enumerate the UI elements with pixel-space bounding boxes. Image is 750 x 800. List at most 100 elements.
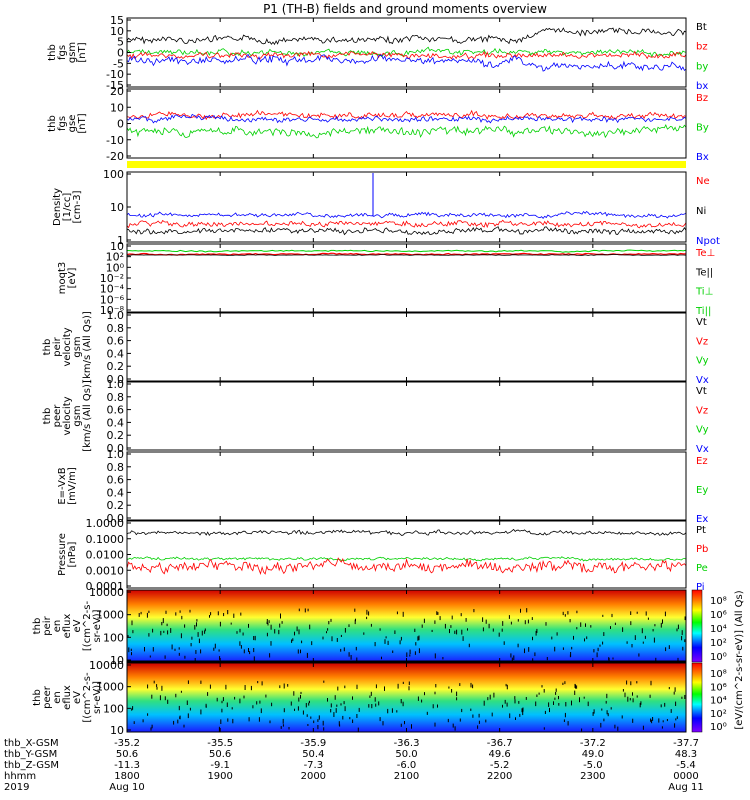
line-green [126, 124, 687, 139]
noise-dot [148, 633, 150, 637]
noise-dot [366, 609, 368, 615]
y-axis-label: eflux [62, 685, 73, 710]
noise-dot [617, 726, 619, 731]
legend-item: Pb [696, 544, 708, 555]
noise-dot [564, 614, 566, 617]
noise-dot [511, 657, 513, 662]
line-black [126, 226, 687, 236]
panel-9: 10000 1000 100 10 thb peer en eflux eV [(cm^2-s-s… [32, 659, 687, 737]
noise-dot [681, 696, 683, 699]
noise-dot [190, 643, 192, 647]
noise-dot [189, 609, 191, 613]
noise-dot [333, 712, 335, 717]
legend-item: Vz [696, 405, 708, 416]
noise-dot [354, 619, 356, 625]
noise-dot [194, 625, 196, 630]
noise-dot [385, 636, 387, 639]
line-red [126, 219, 687, 229]
noise-dot [391, 708, 393, 713]
noise-dot [640, 701, 642, 705]
y-tick-label: -15 [106, 79, 124, 92]
noise-dot [402, 701, 404, 707]
noise-dot [622, 689, 624, 692]
noise-dot [205, 705, 207, 708]
y-axis-label: velocity [62, 327, 73, 366]
noise-dot [384, 686, 385, 691]
noise-dot [527, 619, 529, 624]
noise-dot [293, 691, 295, 696]
y-axis-label: gsm [72, 336, 83, 357]
noise-dot [434, 691, 436, 695]
y-tick-label: 0.0010 [86, 564, 125, 577]
y-tick-label: 1.0000 [86, 517, 125, 530]
noise-dot [551, 636, 553, 640]
y-tick-label: 10⁻⁸ [100, 304, 125, 317]
noise-dot [534, 652, 536, 657]
panel-7: 1.0000 0.1000 0.0100 0.0010 0.0001 Pressure [n… [57, 517, 708, 593]
noise-dot [519, 713, 521, 717]
noise-dot [302, 710, 304, 715]
noise-dot [673, 691, 675, 695]
noise-dot [655, 657, 657, 662]
noise-dot [344, 628, 346, 633]
legend-item: bx [696, 81, 708, 92]
noise-dot [278, 629, 280, 635]
noise-dot [652, 717, 654, 721]
noise-dot [442, 657, 444, 660]
noise-dot [227, 610, 229, 615]
footer-value: -35.5 [207, 738, 233, 749]
noise-dot [234, 696, 236, 700]
y-axis-label: en [52, 620, 63, 633]
y-axis-label: peir [42, 615, 53, 635]
noise-dot [538, 692, 540, 695]
noise-dot [482, 617, 484, 622]
legend-item: Npot [696, 236, 720, 247]
y-tick-label: 0.2 [107, 429, 125, 442]
noise-dot [611, 613, 613, 618]
noise-dot [244, 685, 246, 690]
noise-dot [256, 701, 258, 705]
noise-dot [349, 717, 351, 720]
y-axis-label: [(cm^2-s- [82, 601, 93, 652]
noise-dot [576, 627, 578, 630]
noise-dot [156, 684, 158, 687]
noise-dot [306, 652, 308, 658]
noise-dot [670, 709, 672, 713]
noise-dot [603, 718, 605, 722]
colorbar-1: 10⁸ 10⁶ 10⁴ 10² 10⁰ [691, 662, 727, 733]
noise-dot [399, 640, 401, 645]
noise-dot [555, 692, 557, 695]
noise-dot [541, 685, 543, 688]
noise-dot [454, 726, 456, 731]
noise-dot [184, 655, 186, 659]
noise-dot [184, 624, 186, 628]
y-tick-label: 5 [117, 36, 124, 49]
footer-value: -36.7 [487, 738, 513, 749]
spectrogram [127, 663, 686, 732]
noise-dot [161, 622, 163, 626]
y-tick-label: 0.4 [107, 416, 125, 429]
noise-dot [342, 715, 344, 720]
footer-row-label: thb_Z-GSM [4, 760, 59, 771]
noise-dot [626, 680, 628, 685]
noise-dot [583, 696, 585, 699]
y-tick-label: -20 [106, 150, 124, 163]
noise-dot [313, 720, 315, 724]
legend-item: Ti|| [695, 306, 711, 317]
line-red [126, 50, 687, 60]
noise-dot [421, 624, 423, 628]
noise-dot [593, 709, 595, 714]
noise-dot [522, 707, 524, 712]
y-axis-label: peer [42, 685, 53, 709]
noise-dot [305, 703, 307, 708]
noise-dot [178, 647, 180, 650]
noise-dot [165, 610, 167, 614]
noise-dot [216, 697, 218, 702]
colorbar-tick: 10⁴ [710, 624, 727, 635]
noise-dot [556, 632, 558, 636]
noise-dot [436, 611, 438, 615]
noise-dot [356, 684, 358, 690]
y-tick-label: 1.0 [107, 448, 125, 461]
noise-dot [270, 624, 272, 630]
noise-dot [198, 638, 200, 644]
